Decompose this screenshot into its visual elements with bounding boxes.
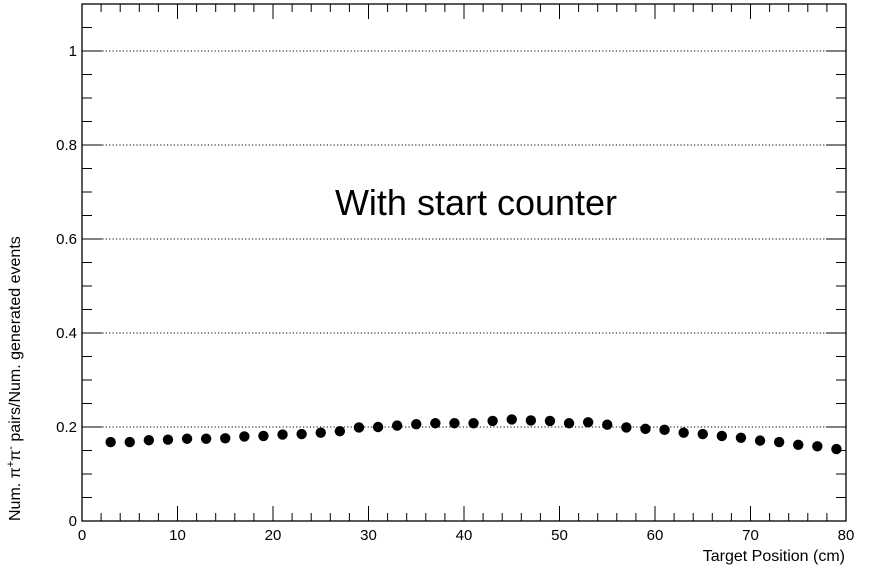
- y-tick-label: 0.2: [56, 419, 77, 436]
- y-tick-label: 0: [69, 513, 77, 530]
- y-tick-label: 0.8: [56, 137, 77, 154]
- x-tick-label: 70: [742, 527, 759, 544]
- data-point: [315, 427, 326, 438]
- x-tick-label: 10: [169, 527, 186, 544]
- data-point: [697, 428, 708, 440]
- data-point: [487, 415, 498, 427]
- annotation-text: With start counter: [335, 182, 617, 223]
- axis-ticks: [81, 3, 847, 522]
- data-point: [411, 418, 422, 430]
- data-point: [582, 417, 594, 428]
- data-point: [525, 415, 537, 426]
- data-point: [391, 420, 403, 431]
- y-tick-label: 0.6: [56, 231, 77, 248]
- x-tick-label: 0: [78, 527, 86, 544]
- data-point: [563, 418, 575, 429]
- tick-labels: 0 10 20 30 40 50 60 70 80 0 0.2 0.4 0.6 0.8 1: [56, 43, 854, 544]
- x-axis-title: Target Position (cm): [703, 548, 845, 565]
- data-point: [296, 428, 307, 440]
- grid: [82, 50, 846, 428]
- y-tick-label: 1: [69, 43, 77, 60]
- x-tick-label: 20: [265, 527, 282, 544]
- data-point: [640, 423, 651, 435]
- data-point: [277, 429, 288, 440]
- data-point: [659, 424, 670, 436]
- data-point: [181, 433, 193, 444]
- x-tick-label: 80: [838, 527, 855, 544]
- data-point: [793, 439, 804, 451]
- data-point: [162, 434, 174, 445]
- data-point: [449, 418, 460, 429]
- data-point: [678, 427, 689, 438]
- data-point: [200, 433, 212, 444]
- data-point: [716, 430, 728, 442]
- x-tick-label: 40: [456, 527, 473, 544]
- plot-area: [81, 3, 847, 522]
- data-point: [544, 415, 556, 427]
- data-point: [143, 434, 155, 446]
- data-point: [468, 418, 479, 429]
- data-point: [602, 419, 613, 430]
- data-points: [105, 414, 842, 455]
- y-axis-title: Num. π+π- pairs/Num. generated events: [5, 236, 24, 521]
- data-point: [353, 422, 365, 433]
- data-point: [105, 436, 116, 448]
- data-point: [372, 421, 384, 433]
- data-point: [735, 432, 747, 444]
- y-tick-label: 0.4: [56, 325, 77, 342]
- data-point: [621, 422, 632, 433]
- data-point: [831, 443, 842, 455]
- x-tick-label: 30: [360, 527, 377, 544]
- data-point: [334, 426, 346, 437]
- x-tick-label: 50: [551, 527, 568, 544]
- data-point: [754, 435, 766, 446]
- data-point: [773, 436, 785, 448]
- x-tick-label: 60: [647, 527, 664, 544]
- data-point: [258, 430, 269, 442]
- data-point: [506, 414, 517, 425]
- data-point: [812, 441, 823, 452]
- data-point: [430, 418, 441, 429]
- data-point: [220, 433, 231, 444]
- data-point: [124, 436, 135, 448]
- data-point: [239, 431, 250, 442]
